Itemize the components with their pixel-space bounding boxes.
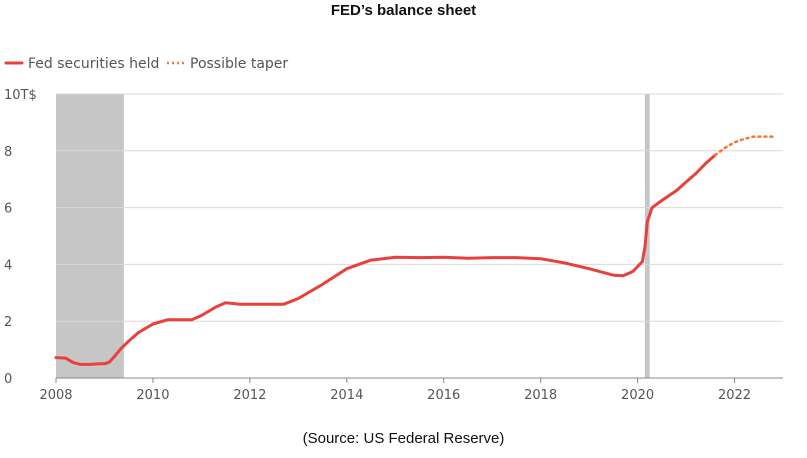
series-line-possible-taper (713, 135, 775, 157)
x-tick-label: 2010 (136, 388, 169, 403)
y-tick-label: 8 (4, 145, 12, 160)
legend-label-taper: Possible taper (190, 56, 288, 72)
recession-bands (56, 94, 650, 378)
x-tick-label: 2012 (233, 388, 266, 403)
y-tick-label: 6 (4, 202, 12, 217)
x-axis-ticks: 2008 2010 2012 2014 2016 2018 2020 2022 (39, 378, 751, 403)
x-tick-label: 2016 (427, 388, 460, 403)
grid-lines (56, 93, 783, 322)
x-tick-label: 2022 (718, 388, 751, 403)
x-tick-label: 2018 (524, 388, 557, 403)
y-tick-label: 4 (4, 258, 12, 273)
y-axis-ticks: 0 2 4 6 8 10T$ (4, 88, 37, 387)
x-tick-label: 2014 (330, 388, 363, 403)
y-tick-label: 0 (4, 372, 12, 387)
y-tick-label: 2 (4, 315, 12, 330)
legend-label-securities: Fed securities held (28, 56, 159, 72)
source-note: (Source: US Federal Reserve) (302, 430, 505, 447)
chart-title: FED’s balance sheet (330, 2, 477, 19)
y-tick-label: 10T$ (4, 88, 37, 103)
series-lines (54, 135, 775, 366)
legend: Fed securities held Possible taper (4, 56, 288, 72)
x-tick-label: 2008 (39, 388, 72, 403)
x-tick-label: 2020 (621, 388, 654, 403)
series-line-fed-securities-held (54, 153, 717, 366)
recession-band-0 (56, 94, 124, 378)
